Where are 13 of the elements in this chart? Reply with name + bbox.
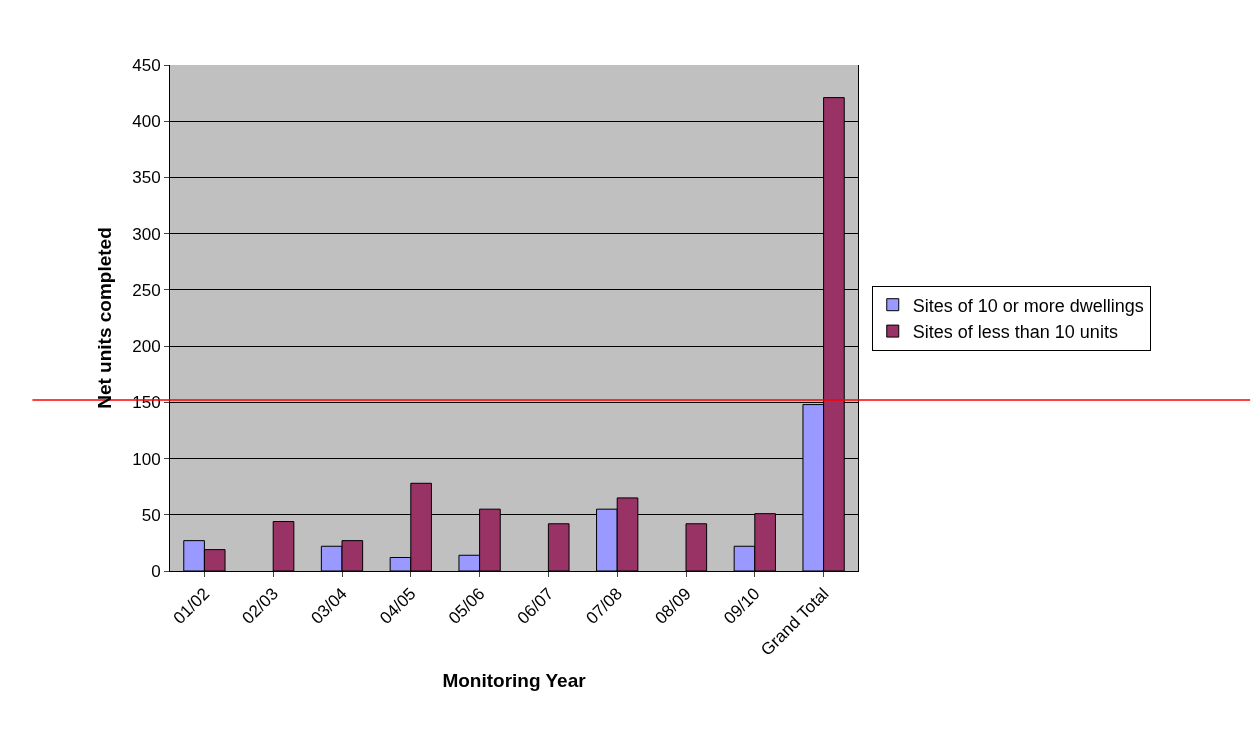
x-axis-title: Monitoring Year [442,670,587,692]
legend-label: Sites of less than 10 units [912,322,1118,343]
y-tick-label: 250 [132,280,161,300]
y-tick-label: 200 [132,337,161,357]
y-tick-label: 0 [151,561,161,581]
y-tick-label: 50 [141,505,161,525]
y-tick-label: 100 [132,449,161,469]
y-tick-label: 400 [132,112,161,132]
y-tick-label: 350 [132,168,161,188]
y-axis-title: Net units completed [94,227,116,409]
legend-label: Sites of 10 or more dwellings [912,295,1144,316]
y-tick-label: 450 [132,55,161,75]
y-tick-label: 300 [132,224,161,244]
